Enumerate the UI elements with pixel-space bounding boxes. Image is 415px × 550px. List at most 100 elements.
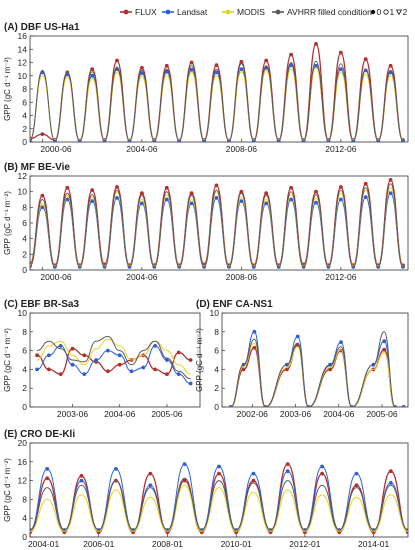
data-point-flux — [35, 353, 39, 358]
data-point-landsat — [188, 381, 193, 386]
data-point-flux — [164, 63, 169, 68]
data-point-flux — [289, 185, 293, 190]
data-point-flux — [90, 67, 95, 71]
panel-title: (A) DBF US-Ha1 — [4, 22, 80, 33]
x-tick-label: 2004-01 — [28, 539, 59, 549]
legend-filled-label: filled condition — [318, 7, 372, 17]
legend-marker-avhrr — [275, 9, 281, 15]
panel-title: (E) CRO DE-Kli — [4, 429, 75, 440]
legend-marker-flux — [123, 9, 129, 15]
data-point-landsat — [90, 73, 95, 78]
data-point-landsat — [65, 197, 70, 202]
data-point-landsat — [140, 71, 144, 75]
data-point-flux — [264, 58, 269, 63]
data-point-landsat — [164, 197, 169, 202]
data-point-flux — [115, 58, 119, 63]
data-point-landsat — [252, 329, 257, 334]
data-point-flux — [252, 345, 257, 350]
plot-frame — [29, 442, 409, 538]
data-point-landsat — [90, 199, 95, 204]
x-tick-label: 2005-06 — [366, 409, 397, 419]
data-point-landsat — [140, 201, 144, 206]
legend-label-avhrr: AVHRR — [287, 7, 316, 17]
data-point-landsat — [285, 469, 290, 474]
data-point-landsat — [363, 195, 368, 200]
x-tick-label: 2008-01 — [152, 539, 183, 549]
y-tick-label: 6 — [22, 97, 27, 107]
panel-title: (C) EBF BR-Sa3 — [4, 299, 79, 310]
data-point-flux — [241, 367, 246, 372]
y-tick-label: 8 — [214, 327, 219, 337]
data-point-flux — [214, 63, 219, 68]
data-point-landsat — [106, 348, 110, 353]
y-axis-label: GPP (gC d⁻¹ m⁻²) — [3, 191, 12, 255]
series-group — [30, 42, 405, 142]
data-point-landsat — [153, 344, 158, 348]
data-point-landsat — [339, 340, 343, 344]
data-point-landsat — [35, 367, 39, 372]
legend-filled-value-2: 2 — [403, 7, 408, 17]
y-axis-label: GPP (gC d⁻¹ m⁻²) — [3, 328, 12, 392]
x-tick-label: 2010-01 — [221, 539, 252, 549]
panel-4: (D) ENF CA-NS1 0 2 4 6 8 10 2002-06 2003-06 2004-… — [195, 299, 409, 419]
y-tick-label: 4 — [22, 234, 27, 244]
data-point-landsat — [314, 200, 318, 205]
data-point-flux — [140, 191, 144, 196]
y-tick-label: 10 — [210, 308, 220, 318]
y-tick-label: 6 — [22, 346, 27, 356]
data-point-landsat — [79, 478, 84, 483]
series-group — [30, 178, 405, 269]
y-tick-label: 16 — [18, 31, 28, 41]
data-point-landsat — [189, 201, 194, 206]
data-point-landsat — [47, 353, 51, 358]
y-tick-label: 2 — [214, 383, 219, 393]
legend-label-flux: FLUX — [135, 7, 157, 17]
data-point-flux — [239, 189, 244, 194]
y-tick-label: 2 — [22, 124, 27, 134]
legend-filled-value-0: 0 — [377, 7, 382, 17]
data-point-flux — [70, 346, 75, 351]
data-point-flux — [82, 353, 87, 358]
panels: (A) DBF US-Ha1 0 2 4 6 8 10 12 14 16 2000-06 2004-0… — [3, 22, 409, 549]
x-tick-label: 2003-06 — [57, 409, 88, 419]
data-point-landsat — [189, 67, 194, 72]
data-point-flux — [189, 191, 194, 196]
data-point-landsat — [115, 196, 119, 200]
y-tick-label: 12 — [18, 476, 28, 486]
y-tick-label: 0 — [22, 265, 27, 275]
series-line-avhrr — [230, 331, 404, 407]
data-point-flux — [354, 483, 359, 488]
y-tick-label: 8 — [22, 202, 27, 212]
data-point-landsat — [320, 464, 324, 469]
data-point-landsat — [295, 334, 300, 339]
y-tick-label: 6 — [214, 346, 219, 356]
x-tick-label: 2004-06 — [126, 144, 157, 154]
legend-marker-modis — [225, 9, 231, 15]
y-tick-label: 10 — [18, 187, 28, 197]
data-point-flux — [65, 185, 70, 190]
data-point-landsat — [214, 70, 219, 75]
data-point-flux — [188, 358, 193, 362]
data-point-flux — [214, 183, 219, 188]
data-point-flux — [363, 57, 368, 62]
y-tick-label: 4 — [22, 513, 27, 523]
data-point-flux — [251, 478, 256, 483]
y-axis-label: GPP (gC d⁻¹ m⁻²) — [3, 57, 12, 121]
data-point-landsat — [354, 471, 359, 476]
data-point-landsat — [148, 483, 153, 488]
x-tick-label: 2008-06 — [226, 272, 257, 282]
data-point-flux — [47, 367, 51, 372]
data-point-landsat — [182, 462, 187, 466]
x-tick-label: 2008-06 — [226, 144, 257, 154]
series-line-landsat — [36, 345, 191, 384]
data-point-landsat — [264, 201, 269, 206]
y-tick-label: 2 — [22, 383, 27, 393]
y-tick-label: 2 — [22, 249, 27, 259]
data-point-landsat — [239, 67, 244, 71]
data-point-flux — [289, 52, 293, 57]
series-group — [30, 462, 408, 535]
data-point-flux — [176, 350, 181, 355]
y-tick-label: 8 — [22, 84, 27, 94]
x-tick-label: 2012-06 — [325, 272, 356, 282]
